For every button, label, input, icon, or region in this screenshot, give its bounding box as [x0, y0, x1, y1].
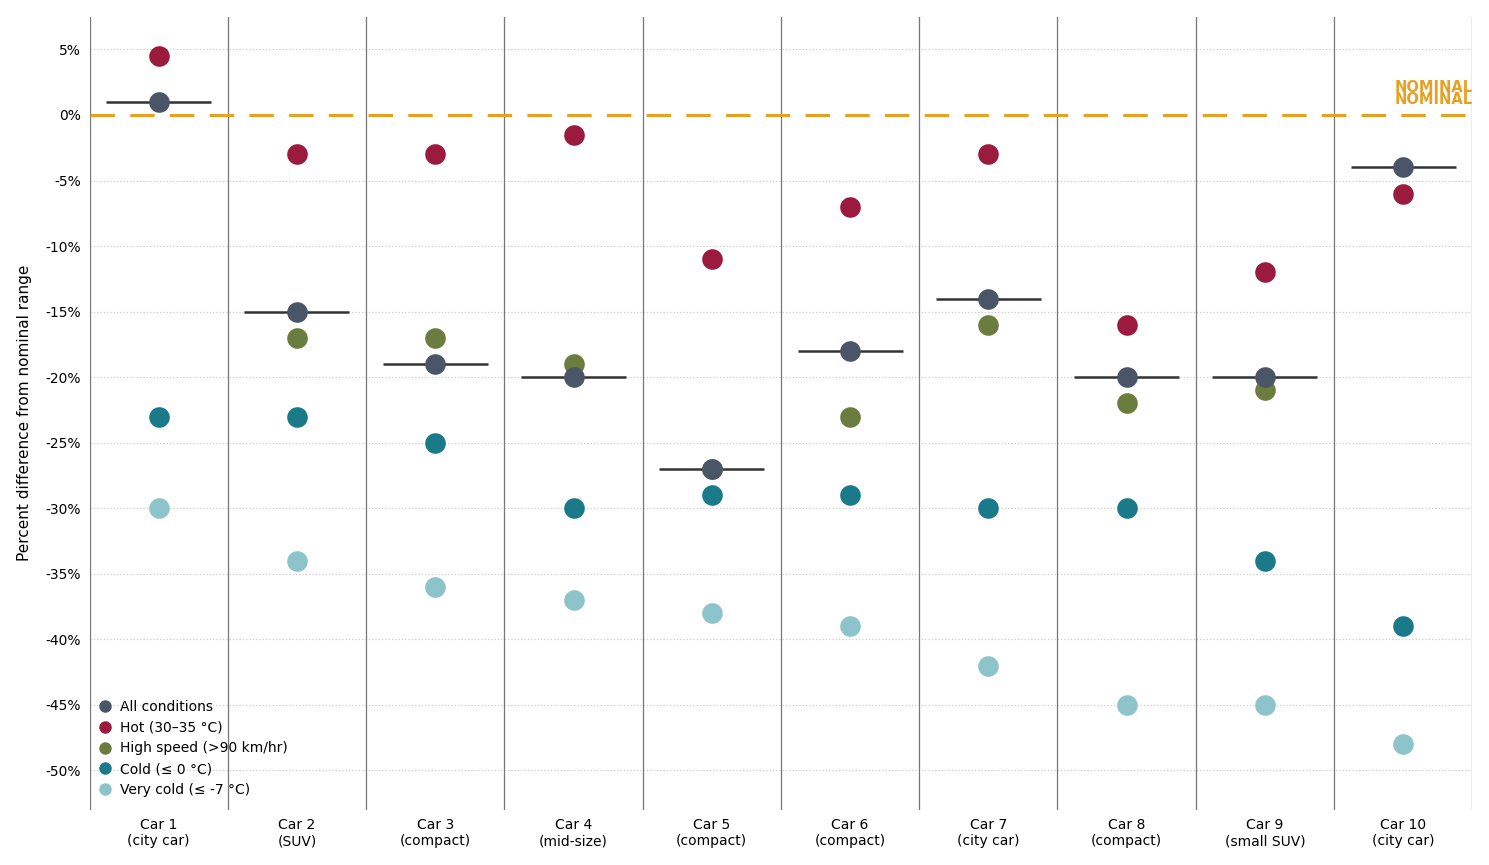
Point: [1254, 383, 1278, 397]
Point: [1391, 737, 1415, 751]
Point: [284, 331, 308, 345]
Point: [1391, 619, 1415, 633]
Point: [1254, 554, 1278, 567]
Point: [700, 462, 724, 476]
Point: [838, 344, 862, 358]
Point: [977, 147, 1001, 161]
Point: [561, 357, 585, 371]
Point: [147, 95, 171, 109]
Point: [423, 357, 447, 371]
Point: [1115, 396, 1139, 410]
Point: [700, 606, 724, 620]
Point: [423, 331, 447, 345]
Point: [838, 410, 862, 424]
Y-axis label: Percent difference from nominal range: Percent difference from nominal range: [16, 265, 31, 561]
Point: [1254, 698, 1278, 712]
Point: [1391, 161, 1415, 175]
Point: [561, 502, 585, 516]
Point: [561, 128, 585, 142]
Point: [1391, 187, 1415, 201]
Point: [700, 488, 724, 502]
Point: [1254, 266, 1278, 279]
Point: [423, 147, 447, 161]
Point: [1254, 370, 1278, 384]
Point: [977, 317, 1001, 331]
Text: NOMINAL: NOMINAL: [1394, 80, 1473, 95]
Point: [977, 658, 1001, 672]
Point: [977, 292, 1001, 305]
Text: NOMINAL: NOMINAL: [1394, 92, 1473, 106]
Point: [284, 304, 308, 318]
Point: [838, 200, 862, 214]
Point: [1115, 502, 1139, 516]
Point: [284, 147, 308, 161]
Point: [147, 502, 171, 516]
Point: [838, 619, 862, 633]
Point: [977, 502, 1001, 516]
Point: [1115, 317, 1139, 331]
Point: [700, 462, 724, 476]
Point: [561, 593, 585, 607]
Point: [1115, 698, 1139, 712]
Point: [423, 436, 447, 450]
Point: [1115, 370, 1139, 384]
Point: [838, 488, 862, 502]
Point: [284, 554, 308, 567]
Point: [147, 49, 171, 63]
Point: [423, 580, 447, 594]
Legend: All conditions, Hot (30–35 °C), High speed (>90 km/hr), Cold (≤ 0 °C), Very cold: All conditions, Hot (30–35 °C), High spe…: [97, 694, 293, 803]
Point: [284, 410, 308, 424]
Point: [147, 410, 171, 424]
Point: [700, 253, 724, 266]
Point: [561, 370, 585, 384]
